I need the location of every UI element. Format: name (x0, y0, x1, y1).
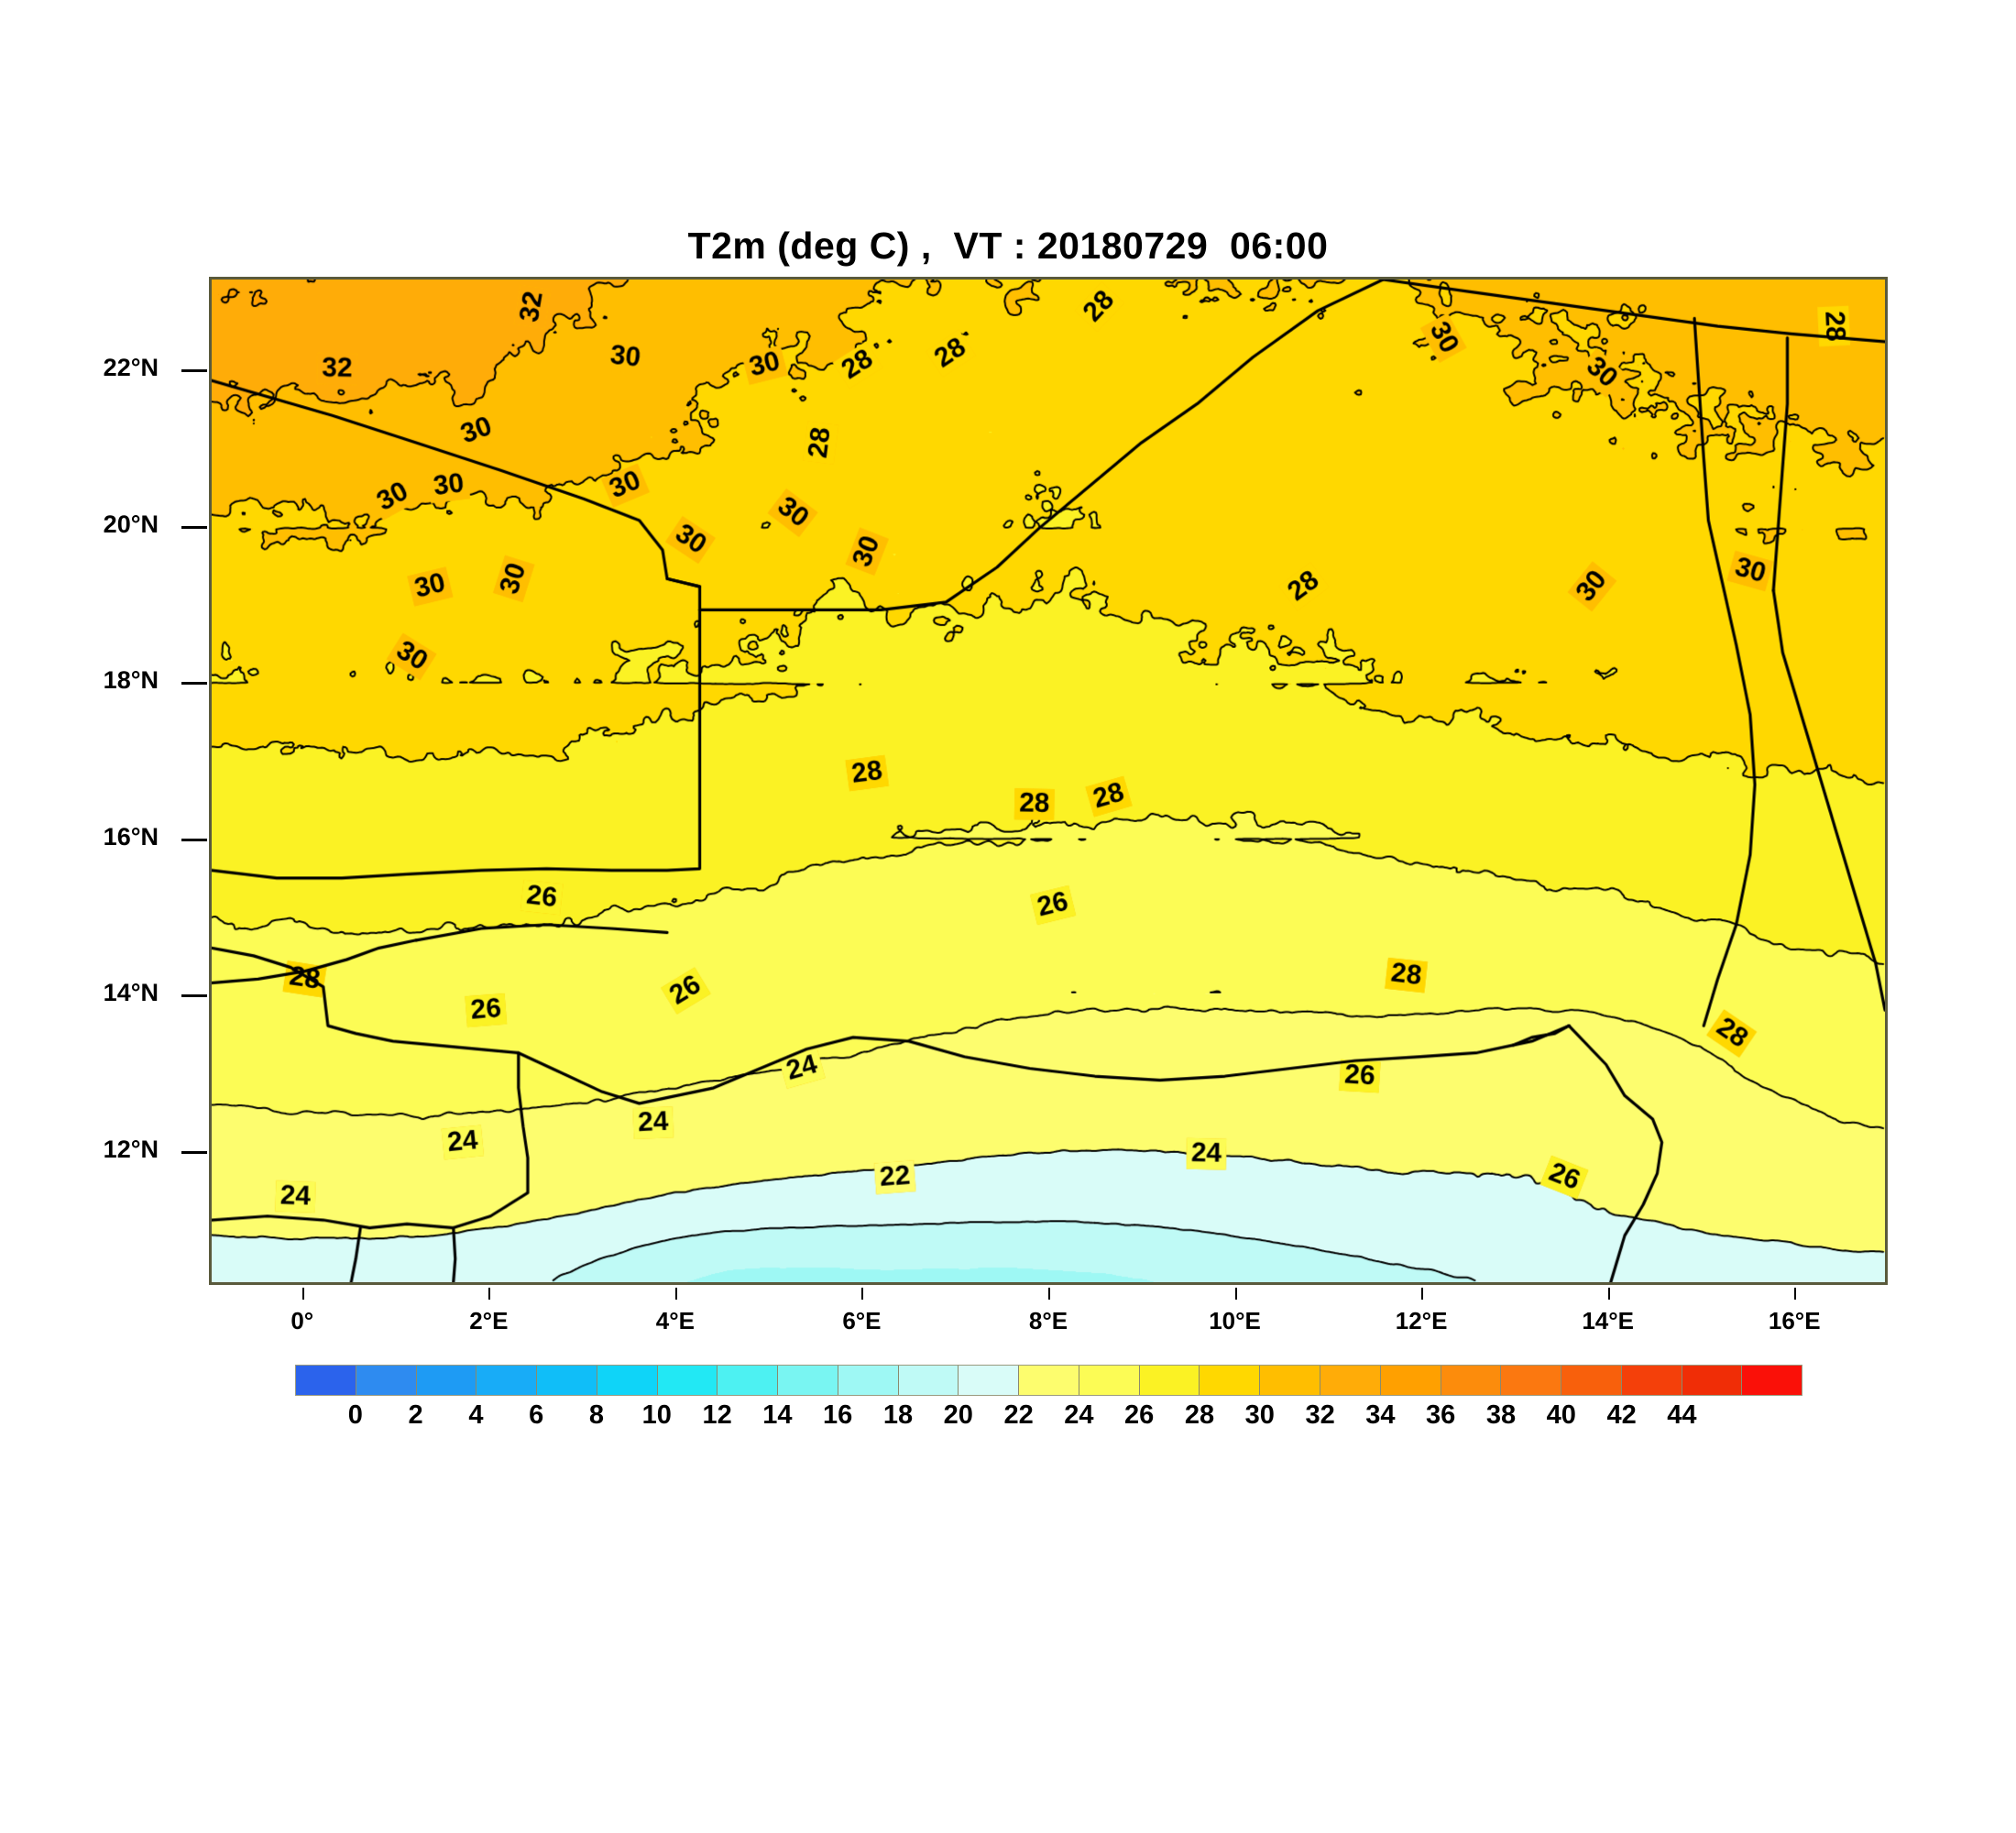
longitude-tick-mark (674, 1288, 677, 1300)
colorbar-cell (718, 1366, 779, 1395)
longitude-tick-mark (861, 1288, 864, 1300)
colorbar-tick-label: 0 (347, 1400, 363, 1430)
longitude-tick-mark (1234, 1288, 1237, 1300)
longitude-tick-label: 12°E (1395, 1307, 1448, 1334)
colorbar-cell (838, 1366, 899, 1395)
colorbar-cell (1079, 1366, 1140, 1395)
colorbar-tick-label: 14 (762, 1400, 793, 1430)
colorbar-cell (1682, 1366, 1743, 1395)
longitude-tick-mark (301, 1288, 304, 1300)
colorbar-cell (1019, 1366, 1079, 1395)
colorbar-tick-label: 26 (1124, 1400, 1155, 1430)
colorbar-cell (416, 1366, 477, 1395)
colorbar-cell (1260, 1366, 1321, 1395)
colorbar-cell (296, 1366, 356, 1395)
colorbar (295, 1365, 1802, 1396)
longitude-tick-mark (1421, 1288, 1424, 1300)
colorbar-tick-label: 20 (943, 1400, 973, 1430)
longitude-tick-label: 14°E (1582, 1307, 1634, 1334)
longitude-tick-label: 2°E (469, 1307, 509, 1334)
colorbar-tick-labels: 0 2 4 6 8 10 12 14 16 18 20 22 24 26 28 30 32 34 36 38 40 42 4… (295, 1400, 1802, 1437)
temperature-field-canvas (212, 280, 1885, 1282)
longitude-tick-mark (1607, 1288, 1610, 1300)
latitude-tick-mark (181, 682, 207, 686)
colorbar-tick-label: 10 (641, 1400, 672, 1430)
colorbar-tick-label: 2 (408, 1400, 423, 1430)
colorbar-cell (1501, 1366, 1562, 1395)
colorbar-cell (1200, 1366, 1261, 1395)
colorbar-tick-label: 18 (882, 1400, 914, 1430)
longitude-tick-label: 10°E (1209, 1307, 1261, 1334)
colorbar-cell (1139, 1366, 1200, 1395)
colorbar-tick-label: 16 (823, 1400, 853, 1430)
colorbar-cell (657, 1366, 718, 1395)
latitude-tick-label: 20°N (103, 510, 159, 538)
latitude-tick-mark (181, 838, 207, 841)
colorbar-cell (959, 1366, 1020, 1395)
colorbar-tick-label: 44 (1667, 1400, 1697, 1430)
colorbar-cell (356, 1366, 417, 1395)
colorbar-tick-label: 34 (1365, 1400, 1396, 1430)
latitude-tick-label: 16°N (103, 822, 159, 851)
colorbar-cell (778, 1366, 838, 1395)
colorbar-tick-label: 42 (1606, 1400, 1637, 1430)
latitude-tick-mark (181, 994, 207, 998)
colorbar-tick-label: 32 (1305, 1400, 1335, 1430)
colorbar-tick-label: 24 (1064, 1400, 1094, 1430)
colorbar-tick-label: 40 (1546, 1400, 1576, 1430)
longitude-tick-label: 4°E (655, 1307, 695, 1334)
colorbar-cell (1441, 1366, 1502, 1395)
latitude-tick-mark (181, 525, 207, 529)
colorbar-gradient (295, 1365, 1802, 1396)
colorbar-tick-label: 12 (702, 1400, 732, 1430)
colorbar-cell (1561, 1366, 1622, 1395)
colorbar-tick-label: 38 (1485, 1400, 1517, 1430)
longitude-tick-label: 16°E (1768, 1307, 1821, 1334)
longitude-tick-mark (1048, 1288, 1050, 1300)
latitude-tick-label: 14°N (103, 979, 159, 1007)
colorbar-cell (1742, 1366, 1802, 1395)
colorbar-cell (1621, 1366, 1682, 1395)
longitude-tick-mark (488, 1288, 491, 1300)
colorbar-tick-label: 22 (1003, 1400, 1034, 1430)
latitude-tick-label: 12°N (103, 1136, 159, 1164)
map-plot-area (209, 277, 1888, 1285)
colorbar-tick-label: 36 (1426, 1400, 1456, 1430)
longitude-tick-label: 8°E (1028, 1307, 1068, 1334)
colorbar-cell (898, 1366, 959, 1395)
colorbar-tick-label: 8 (588, 1400, 605, 1430)
colorbar-cell (1380, 1366, 1441, 1395)
longitude-tick-mark (1794, 1288, 1797, 1300)
colorbar-cell (597, 1366, 658, 1395)
figure-title: T2m (deg C) , VT : 20180729 06:00 (687, 225, 1329, 267)
latitude-tick-label: 18°N (103, 666, 159, 695)
colorbar-cell (477, 1366, 538, 1395)
colorbar-tick-label: 30 (1244, 1400, 1275, 1430)
colorbar-cell (1320, 1366, 1381, 1395)
latitude-tick-label: 22°N (103, 354, 159, 382)
colorbar-cell (537, 1366, 597, 1395)
colorbar-tick-label: 28 (1184, 1400, 1215, 1430)
longitude-tick-label: 6°E (842, 1307, 882, 1334)
latitude-tick-mark (181, 369, 207, 373)
colorbar-tick-label: 4 (468, 1400, 484, 1430)
latitude-tick-mark (181, 1151, 207, 1155)
colorbar-tick-label: 6 (529, 1400, 544, 1430)
longitude-tick-label: 0° (290, 1307, 314, 1334)
